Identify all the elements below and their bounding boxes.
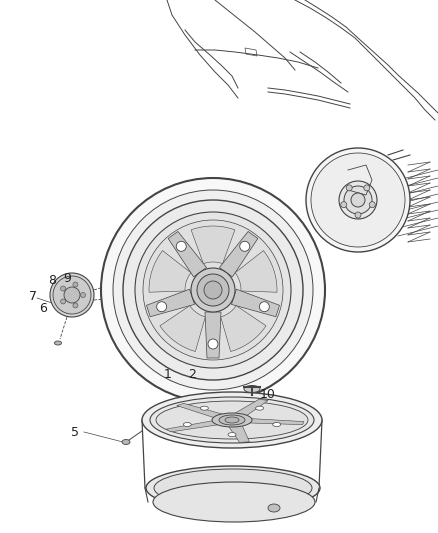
- Ellipse shape: [135, 212, 291, 368]
- Polygon shape: [235, 251, 277, 292]
- Ellipse shape: [344, 186, 372, 214]
- Text: 10: 10: [260, 389, 276, 401]
- Ellipse shape: [73, 303, 78, 308]
- Ellipse shape: [81, 293, 85, 297]
- Polygon shape: [191, 226, 235, 264]
- Ellipse shape: [355, 212, 361, 218]
- Ellipse shape: [228, 433, 236, 437]
- Ellipse shape: [225, 417, 239, 423]
- Ellipse shape: [157, 302, 166, 312]
- Polygon shape: [177, 403, 224, 418]
- Text: 1: 1: [164, 368, 172, 382]
- Ellipse shape: [191, 268, 235, 312]
- Ellipse shape: [146, 466, 320, 510]
- Polygon shape: [149, 251, 191, 292]
- Polygon shape: [249, 418, 304, 425]
- Polygon shape: [160, 305, 205, 352]
- Ellipse shape: [200, 406, 208, 410]
- Ellipse shape: [208, 339, 218, 349]
- Text: 2: 2: [188, 368, 196, 382]
- Ellipse shape: [154, 469, 312, 507]
- Text: 6: 6: [39, 302, 47, 314]
- Ellipse shape: [212, 413, 252, 427]
- Ellipse shape: [54, 341, 61, 345]
- Ellipse shape: [268, 504, 280, 512]
- Ellipse shape: [176, 241, 186, 252]
- Polygon shape: [233, 399, 268, 416]
- Ellipse shape: [351, 193, 365, 207]
- Ellipse shape: [259, 302, 269, 312]
- Polygon shape: [146, 289, 194, 317]
- Ellipse shape: [204, 281, 222, 299]
- Ellipse shape: [346, 185, 352, 191]
- Ellipse shape: [153, 482, 315, 522]
- Ellipse shape: [306, 148, 410, 252]
- Ellipse shape: [53, 276, 91, 314]
- Ellipse shape: [60, 286, 66, 291]
- Ellipse shape: [142, 392, 322, 448]
- Ellipse shape: [197, 274, 229, 306]
- Ellipse shape: [156, 401, 308, 439]
- Ellipse shape: [183, 423, 191, 426]
- Ellipse shape: [50, 273, 94, 317]
- Ellipse shape: [339, 181, 377, 219]
- Text: 9: 9: [63, 271, 71, 285]
- Ellipse shape: [123, 200, 303, 380]
- Ellipse shape: [244, 385, 260, 392]
- Text: 5: 5: [71, 425, 79, 439]
- Polygon shape: [168, 231, 207, 277]
- Ellipse shape: [364, 185, 370, 191]
- Ellipse shape: [369, 201, 375, 208]
- Polygon shape: [205, 312, 221, 358]
- Ellipse shape: [311, 153, 405, 247]
- Ellipse shape: [122, 440, 130, 445]
- Ellipse shape: [60, 299, 66, 304]
- Ellipse shape: [73, 282, 78, 287]
- Ellipse shape: [64, 287, 80, 303]
- Ellipse shape: [240, 241, 250, 252]
- Polygon shape: [219, 231, 258, 277]
- Ellipse shape: [219, 415, 245, 425]
- Ellipse shape: [341, 201, 347, 208]
- Polygon shape: [231, 289, 279, 317]
- Polygon shape: [166, 421, 219, 432]
- Text: 8: 8: [48, 274, 56, 287]
- Text: 7: 7: [29, 289, 37, 303]
- Polygon shape: [228, 425, 249, 442]
- Ellipse shape: [113, 190, 313, 390]
- Ellipse shape: [101, 178, 325, 402]
- Polygon shape: [221, 305, 266, 352]
- Ellipse shape: [256, 406, 264, 410]
- Ellipse shape: [150, 397, 314, 443]
- Ellipse shape: [143, 220, 283, 360]
- Ellipse shape: [273, 423, 281, 426]
